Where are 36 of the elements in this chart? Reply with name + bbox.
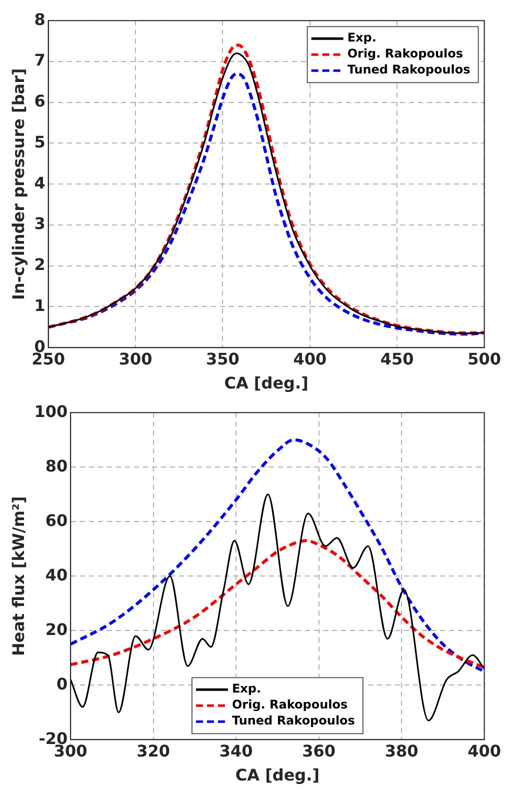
y-tick-label: 40: [45, 565, 68, 584]
y-tick-label: 5: [34, 132, 46, 152]
x-tick-label: 320: [136, 741, 170, 760]
x-tick-label: 500: [468, 349, 502, 368]
y-tick-label: 6: [34, 92, 46, 111]
y-tick-label: 20: [45, 620, 68, 639]
legend-label: Orig. Rakopoulos: [347, 46, 464, 61]
y-tick-label: 60: [45, 510, 68, 530]
x-tick-label: 400: [468, 741, 502, 760]
y-tick-label: 1: [34, 296, 46, 315]
line-series: [70, 438, 484, 673]
x-tick-label: 300: [118, 349, 152, 368]
x-tick-label: 340: [219, 741, 253, 760]
y-tick-label: 7: [34, 50, 46, 70]
x-tick-label: 450: [380, 349, 414, 368]
y-tick-label: 80: [45, 456, 68, 476]
y-tick-label: 2: [34, 255, 46, 274]
line-series: [70, 539, 484, 669]
x-tick-label: 400: [293, 349, 327, 368]
x-tick-label: 360: [302, 741, 336, 760]
x-tick-label: 350: [206, 349, 240, 368]
y-tick-label: 100: [34, 402, 68, 421]
x-axis-title: CA [deg.]: [235, 766, 320, 785]
legend-label: Tuned Rakopoulos: [347, 62, 470, 77]
y-tick-label: 4: [34, 173, 46, 192]
y-axis-title: Heat flux [kW/m²]: [8, 496, 28, 656]
x-axis-title: CA [deg.]: [224, 374, 308, 393]
legend-label: Tuned Rakopoulos: [232, 714, 355, 728]
y-tick-label: 3: [34, 214, 46, 234]
y-tick-label: 0: [56, 674, 68, 694]
legend-label: Exp.: [232, 682, 262, 696]
legend-label: Orig. Rakopoulos: [232, 698, 348, 712]
legend-label: Exp.: [347, 30, 376, 45]
y-tick-label: 8: [34, 10, 46, 29]
y-axis-title: In-cylinder pressure [bar]: [8, 68, 28, 300]
x-tick-label: 380: [384, 741, 418, 760]
